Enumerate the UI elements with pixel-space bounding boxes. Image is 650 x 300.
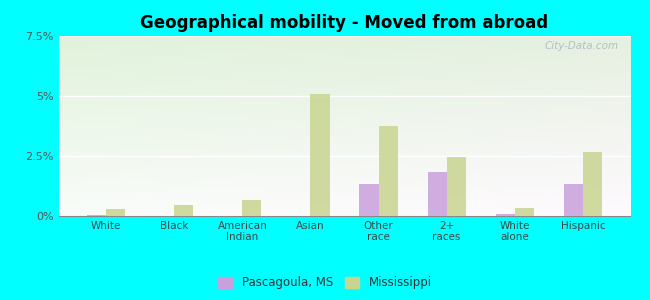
Title: Geographical mobility - Moved from abroad: Geographical mobility - Moved from abroa… (140, 14, 549, 32)
Bar (378, 126, 398, 216)
Bar (447, 157, 465, 216)
Bar (496, 214, 515, 216)
Bar (564, 184, 583, 216)
Bar (311, 94, 330, 216)
Bar (174, 205, 193, 216)
Bar (515, 208, 534, 216)
Text: City-Data.com: City-Data.com (545, 41, 619, 51)
Bar (359, 184, 378, 216)
Bar (583, 152, 602, 216)
Bar (428, 172, 447, 216)
Bar (242, 200, 261, 216)
Bar (106, 209, 125, 216)
Legend: Pascagoula, MS, Mississippi: Pascagoula, MS, Mississippi (214, 272, 436, 294)
Bar (87, 215, 106, 216)
